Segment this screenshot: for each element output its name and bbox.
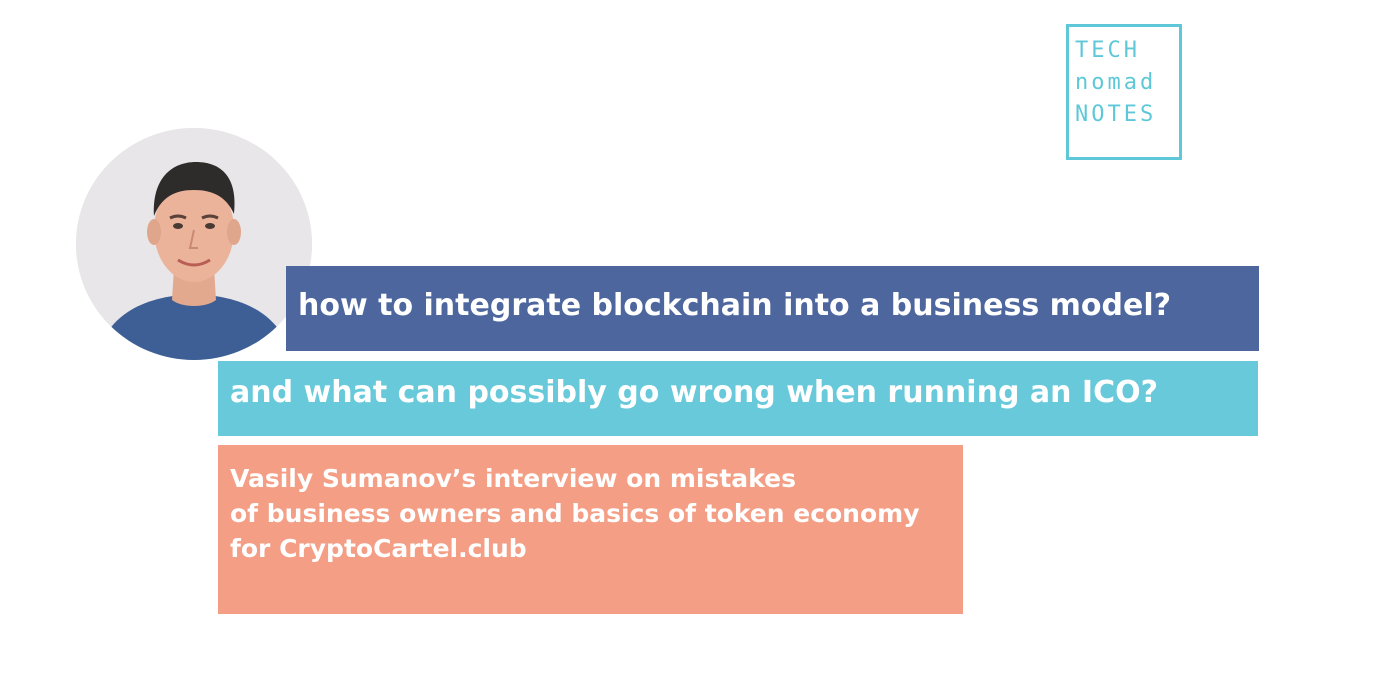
logo-line-nomad: nomad (1075, 70, 1157, 95)
interview-summary: Vasily Sumanov’s interview on mistakes o… (218, 445, 963, 614)
summary-line-2: of business owners and basics of token e… (230, 499, 920, 528)
logo-line-notes: NOTES (1075, 102, 1157, 127)
interviewee-avatar (76, 128, 312, 360)
tech-nomad-notes-logo: TECH nomad NOTES (1066, 24, 1182, 160)
logo-line-tech: TECH (1075, 38, 1140, 63)
headline-question-2: and what can possibly go wrong when runn… (218, 361, 1258, 436)
person-portrait-icon (76, 128, 312, 360)
headline-question-1: how to integrate blockchain into a busin… (286, 266, 1259, 351)
summary-line-1: Vasily Sumanov’s interview on mistakes (230, 464, 796, 493)
summary-line-3: for CryptoCartel.club (230, 534, 527, 563)
